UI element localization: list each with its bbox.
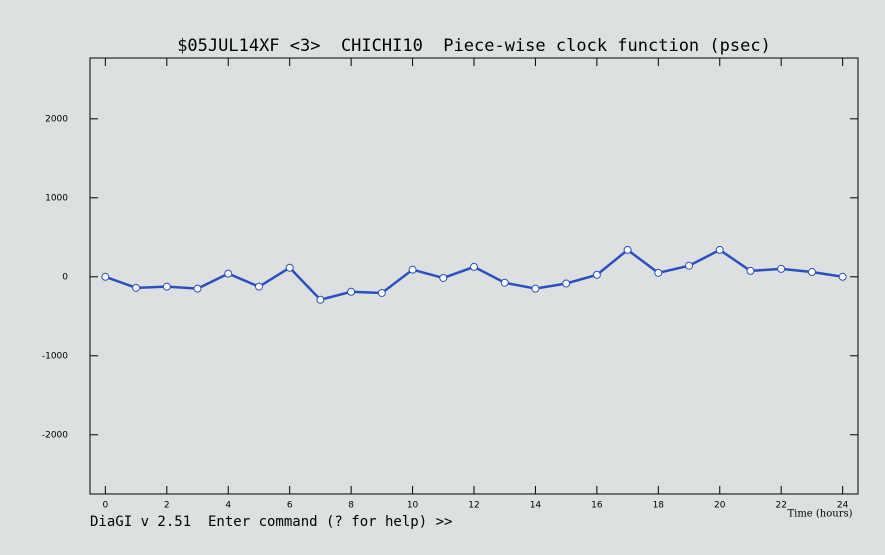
x-tick-label: 22 (775, 501, 786, 511)
x-tick-label: 18 (653, 501, 665, 511)
data-point (193, 284, 202, 293)
data-point (439, 273, 448, 282)
x-tick-label: 14 (530, 501, 542, 511)
x-tick-label: 2 (164, 501, 170, 511)
data-point (470, 262, 478, 271)
data-point (254, 282, 263, 291)
x-tick-label: 8 (348, 501, 354, 511)
data-point (377, 288, 386, 297)
x-tick-label: 20 (714, 501, 726, 511)
data-point (623, 245, 632, 254)
data-point (500, 278, 509, 287)
x-tick-label: 0 (102, 501, 108, 511)
data-point (408, 265, 417, 274)
y-tick-label: -1000 (42, 351, 68, 361)
data-point (101, 272, 110, 281)
data-point (715, 245, 724, 254)
y-tick-label: 2000 (45, 114, 68, 124)
data-point (838, 272, 847, 281)
data-point (132, 283, 141, 292)
x-tick-label: 10 (407, 501, 419, 511)
chart-title: $05JUL14XF <3> CHICHI10 Piece-wise clock… (177, 36, 771, 56)
data-point (562, 279, 571, 288)
x-tick-label: 24 (837, 501, 849, 511)
x-axis-label: Time (hours) (787, 509, 852, 520)
x-tick-label: 12 (468, 501, 479, 511)
command-prompt: DiaGI v 2.51 Enter command (? for help) … (90, 514, 452, 530)
x-tick-label: 4 (225, 501, 231, 511)
y-tick-label: 0 (62, 272, 68, 282)
x-tick-label: 6 (287, 501, 293, 511)
data-point (777, 264, 786, 273)
data-point (685, 261, 694, 270)
data-point (531, 284, 540, 293)
data-point (592, 270, 601, 279)
data-point (285, 263, 294, 272)
y-tick-label: 1000 (45, 193, 68, 203)
data-point (162, 282, 171, 291)
data-point (807, 268, 816, 277)
data-point (746, 266, 755, 275)
data-point (654, 268, 663, 277)
data-point (316, 295, 325, 304)
data-point (347, 287, 356, 296)
y-tick-label: -2000 (42, 430, 68, 440)
data-point (224, 269, 233, 278)
x-tick-label: 16 (591, 501, 603, 511)
